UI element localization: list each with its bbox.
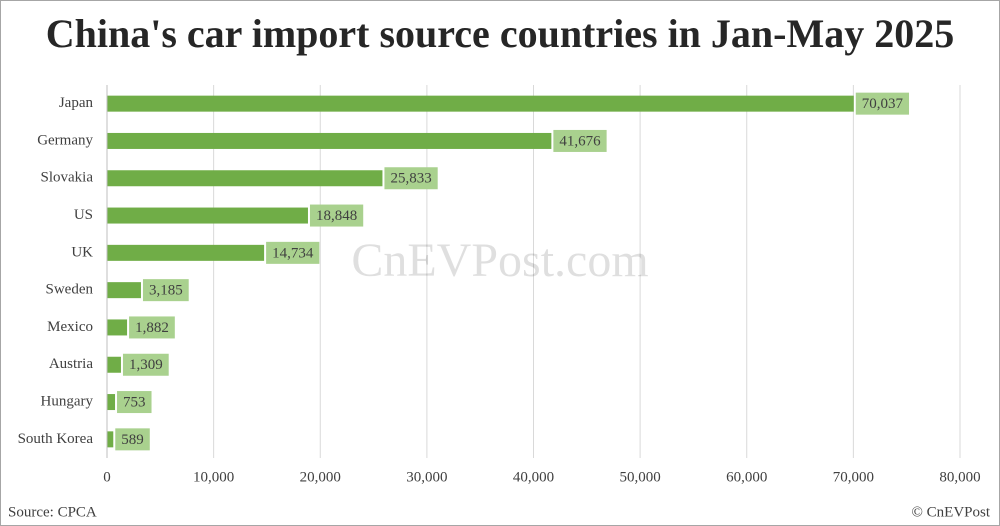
y-tick-label: South Korea [18,431,94,447]
x-tick-label: 50,000 [620,469,661,485]
value-label-bg [122,353,169,376]
x-tick-label: 70,000 [833,469,874,485]
bar [107,394,116,411]
bar [107,282,141,299]
value-label: 41,676 [559,133,601,149]
y-tick-label: Japan [59,95,94,111]
value-label-bg [384,167,438,190]
y-tick-label: Germany [37,132,93,148]
value-label: 18,848 [316,208,357,224]
value-label: 1,882 [135,320,169,336]
bar [107,244,265,261]
y-tick-label: US [74,207,93,223]
x-tick-label: 60,000 [726,469,767,485]
value-label: 70,037 [862,96,904,112]
value-label: 3,185 [149,283,183,299]
value-label: 589 [121,432,144,448]
value-label-bg [129,316,175,339]
y-tick-label: Sweden [46,282,94,298]
y-tick-label: Mexico [47,319,93,335]
value-label-bg [142,279,189,302]
chart-title: China's car import source countries in J… [46,11,955,56]
x-tick-label: 40,000 [513,469,554,485]
value-label-bg [115,428,150,451]
copyright-note: © CnEVPost [912,504,991,520]
x-tick-label: 80,000 [939,469,980,485]
bar [107,170,383,187]
value-label-bg [553,129,607,152]
value-label: 25,833 [390,171,431,187]
value-label-bg [855,92,910,115]
value-label-bg [266,241,320,264]
value-label-bg [309,204,364,227]
y-tick-label: Austria [49,356,94,372]
bar [107,132,552,149]
bar [107,95,854,112]
x-tick-label: 0 [103,469,111,485]
source-note: Source: CPCA [8,504,97,520]
plot-area: 0 10,000 20,000 30,000 40,000 50,000 60,000 70,… [18,85,981,485]
bar [107,431,114,448]
y-tick-label: Slovakia [41,170,94,186]
x-tick-label: 20,000 [300,469,341,485]
value-label: 14,734 [272,245,314,261]
bar [107,319,128,336]
y-tick-label: Hungary [41,393,94,409]
value-label-bg [117,391,152,414]
value-label: 1,309 [129,357,163,373]
value-label: 753 [123,394,146,410]
x-tick-label: 10,000 [193,469,234,485]
watermark: CnEVPost.com [351,234,648,287]
y-tick-label: UK [71,244,93,260]
bar [107,356,121,373]
bar [107,207,308,224]
x-tick-label: 30,000 [406,469,447,485]
